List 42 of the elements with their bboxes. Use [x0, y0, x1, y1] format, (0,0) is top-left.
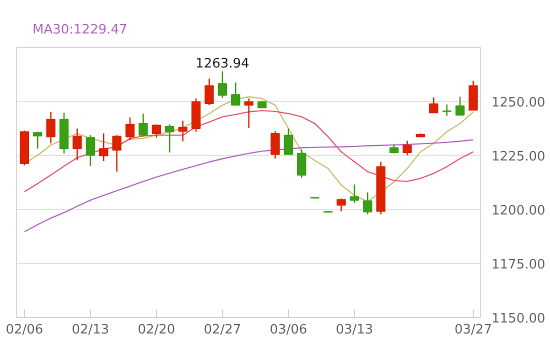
- candlestick: [33, 131, 42, 150]
- candlestick: [138, 112, 148, 138]
- y-tick-label: 1225.00: [492, 150, 546, 164]
- candlestick: [455, 96, 465, 116]
- annotation: 1263.94: [196, 56, 250, 72]
- y-tick-label: 1150.00: [492, 312, 546, 326]
- candlestick: [442, 104, 452, 116]
- x-tick-label: 02/13: [72, 322, 110, 338]
- x-tick-label: 03/27: [454, 322, 492, 338]
- candlestick: [165, 124, 174, 154]
- text: MA30:1229.47: [32, 22, 128, 38]
- candlestick: [350, 184, 360, 204]
- candlestick: [389, 144, 399, 154]
- line-series: [24, 110, 474, 192]
- candlestick: [204, 78, 214, 106]
- candlestick: [178, 120, 188, 142]
- candlestick: [270, 130, 280, 160]
- x-tick-label: 03/06: [270, 322, 308, 338]
- candlestick: [363, 192, 372, 215]
- candlestick: [297, 148, 306, 178]
- y-tick-label: 1250.00: [492, 96, 546, 110]
- candlestick: [218, 70, 228, 98]
- x-tick-label: 03/13: [336, 322, 374, 338]
- x-tick-label: 02/27: [204, 322, 242, 338]
- x-tick-label: 02/20: [138, 322, 176, 338]
- candlestick: [72, 128, 82, 161]
- candlestick: [125, 116, 135, 141]
- candlestick: [46, 111, 56, 144]
- candlestick: [402, 140, 412, 156]
- y-tick-label: 1175.00: [492, 258, 546, 272]
- candlestick: [336, 198, 346, 212]
- x-tick-label: 02/06: [6, 322, 44, 338]
- y-tick-label: 1200.00: [492, 204, 546, 218]
- candlestick: [231, 82, 240, 106]
- line-series: [24, 139, 474, 232]
- candlestick: [99, 132, 108, 162]
- candlestick: [284, 128, 294, 156]
- candlestick: [429, 96, 438, 114]
- candlestick: [112, 134, 122, 172]
- candlestick: [152, 124, 162, 138]
- candlestick: [86, 134, 96, 167]
- candlestick: [244, 98, 254, 128]
